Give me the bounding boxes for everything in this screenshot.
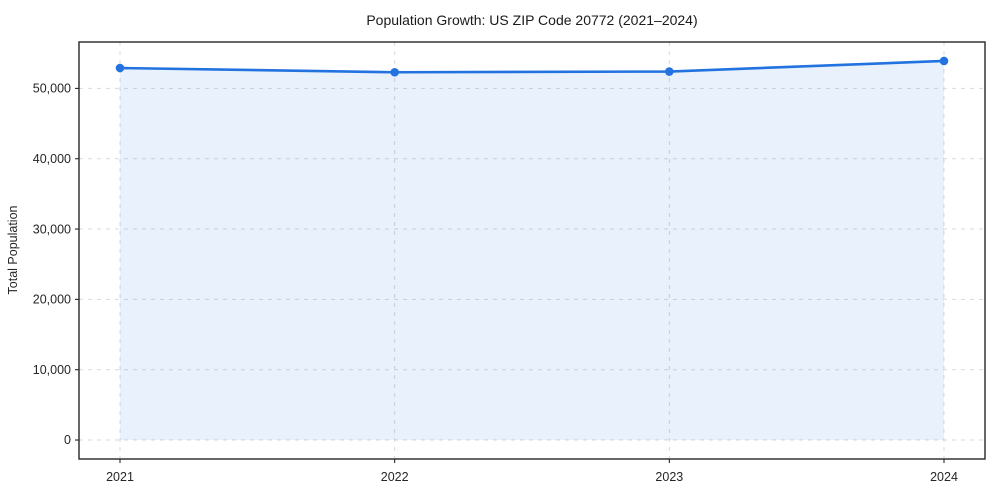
tick-labels: 0 10,000 20,000 30,000 40,000 50,000 2021 2022 2… bbox=[33, 82, 958, 484]
plot-frame bbox=[78, 41, 986, 460]
y-tick-label: 30,000 bbox=[33, 222, 71, 236]
x-tick-label: 2024 bbox=[930, 470, 958, 484]
x-tick-label: 2023 bbox=[655, 470, 683, 484]
y-tick-label: 40,000 bbox=[33, 152, 71, 166]
chart-title: Population Growth: US ZIP Code 20772 (20… bbox=[366, 12, 697, 28]
y-tick-label: 0 bbox=[64, 433, 71, 447]
line-series bbox=[115, 56, 949, 77]
series-line bbox=[118, 59, 946, 74]
area-series bbox=[120, 60, 944, 441]
y-tick-label: 20,000 bbox=[33, 293, 71, 307]
axes-frame bbox=[78, 41, 986, 460]
y-axis-label: Total Population bbox=[6, 205, 20, 294]
data-point bbox=[390, 67, 399, 77]
y-tick-label: 10,000 bbox=[33, 363, 71, 377]
gridlines bbox=[79, 42, 985, 459]
x-tick-label: 2021 bbox=[106, 470, 134, 484]
x-tick-label: 2022 bbox=[381, 470, 409, 484]
y-tick-label: 50,000 bbox=[33, 82, 71, 96]
data-point bbox=[665, 67, 674, 76]
data-point bbox=[939, 56, 949, 66]
series-area bbox=[120, 60, 944, 441]
data-point bbox=[115, 63, 125, 73]
